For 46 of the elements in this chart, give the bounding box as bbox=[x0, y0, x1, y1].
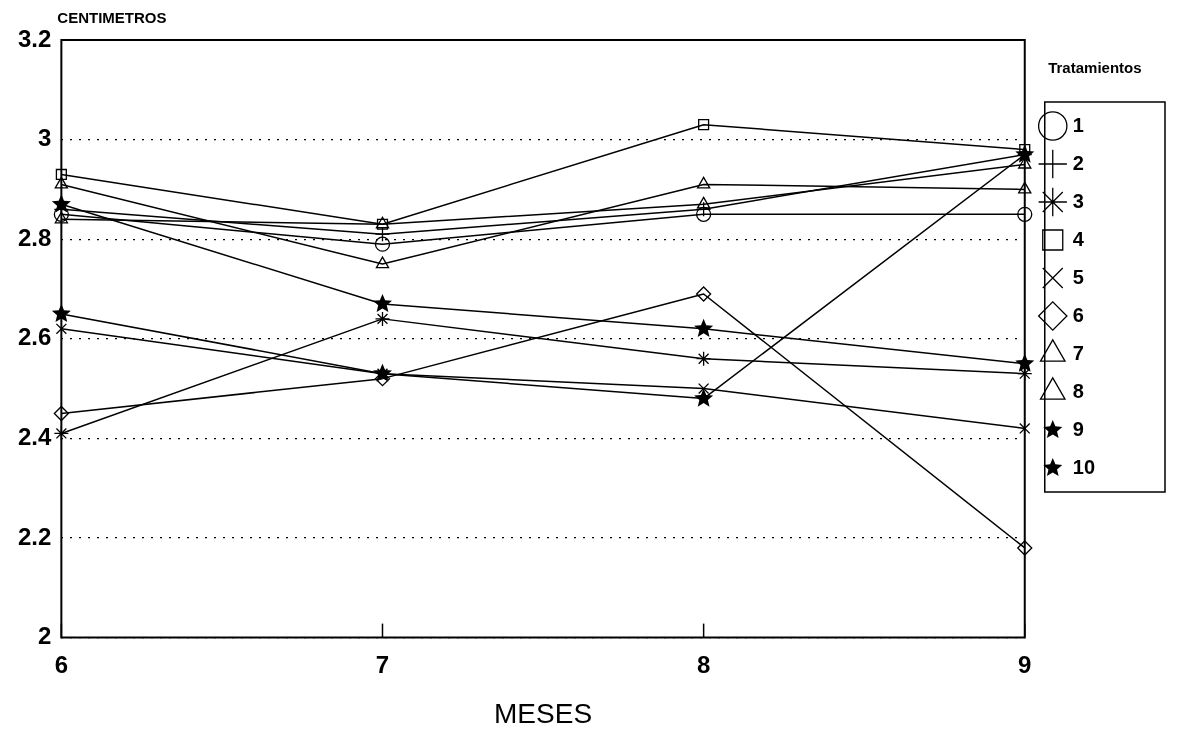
point bbox=[54, 176, 69, 189]
point bbox=[698, 119, 710, 131]
point bbox=[1017, 366, 1033, 382]
y-tick-label: 2.4 bbox=[17, 423, 52, 451]
legend-label: 5 bbox=[1072, 265, 1084, 288]
legend-label: 2 bbox=[1072, 151, 1084, 174]
x-tick-label: 7 bbox=[375, 650, 390, 678]
point bbox=[374, 311, 391, 327]
y-tick-label: 2.2 bbox=[17, 522, 52, 550]
y-tick-label: 2 bbox=[38, 622, 52, 650]
y-axis-title: CENTIMETROS bbox=[57, 8, 167, 26]
point bbox=[51, 303, 71, 322]
legend-label: 8 bbox=[1072, 379, 1084, 402]
x-tick-label: 8 bbox=[696, 650, 711, 678]
x-axis-title: MESES bbox=[494, 697, 593, 729]
y-tick-label: 2.6 bbox=[17, 323, 52, 351]
point bbox=[374, 236, 391, 252]
point bbox=[698, 383, 710, 395]
point bbox=[1017, 540, 1033, 556]
point bbox=[1019, 422, 1031, 435]
point bbox=[55, 323, 67, 335]
point bbox=[695, 206, 712, 222]
x-tick-label: 9 bbox=[1018, 650, 1032, 678]
y-tick-label: 3.2 bbox=[17, 24, 52, 52]
point bbox=[695, 351, 712, 367]
legend-label: 4 bbox=[1072, 227, 1085, 250]
y-tick-label: 2.8 bbox=[17, 223, 52, 251]
x-tick-label: 6 bbox=[54, 650, 69, 678]
legend-label: 3 bbox=[1072, 189, 1084, 212]
point bbox=[54, 211, 69, 224]
y-tick-label: 3 bbox=[38, 124, 52, 152]
legend-label: 10 bbox=[1072, 455, 1095, 478]
point bbox=[696, 196, 711, 209]
point bbox=[375, 256, 390, 269]
legend-label: 1 bbox=[1072, 113, 1084, 136]
point bbox=[696, 176, 711, 189]
point bbox=[55, 168, 67, 181]
legend-label: 9 bbox=[1072, 417, 1084, 440]
point bbox=[53, 425, 70, 442]
point bbox=[695, 286, 712, 302]
legend-title: Tratamientos bbox=[1048, 58, 1142, 76]
point bbox=[1018, 181, 1032, 194]
point bbox=[53, 405, 70, 422]
point bbox=[1017, 206, 1033, 222]
legend-label: 6 bbox=[1072, 303, 1084, 326]
legend-label: 7 bbox=[1072, 341, 1084, 364]
